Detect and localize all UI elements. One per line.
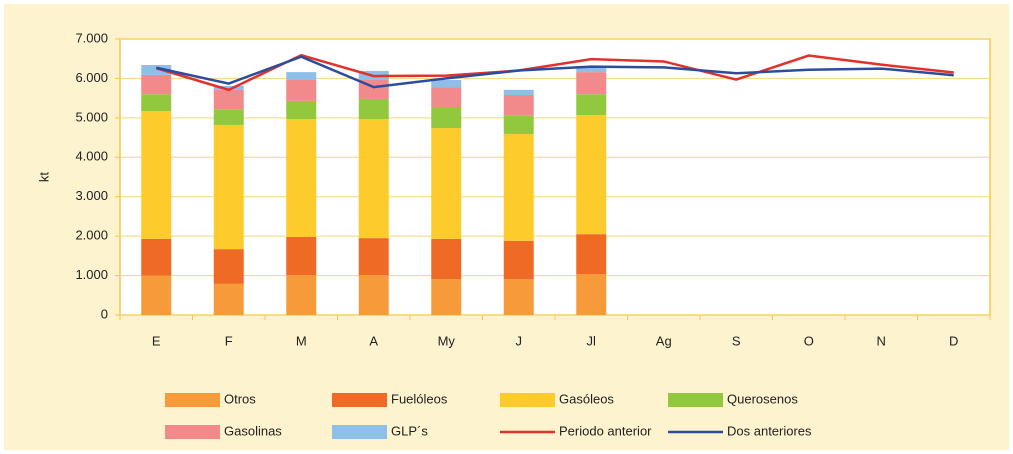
x-tick-label: A (369, 333, 378, 348)
bar-segment (576, 66, 607, 73)
bar-segment (431, 80, 462, 88)
bar-segment (141, 65, 172, 75)
bar-segment (503, 279, 534, 315)
legend-swatch (165, 425, 220, 439)
bar-segment (576, 273, 607, 315)
legend-label: Gasolinas (224, 423, 282, 438)
bar-segment (141, 74, 172, 95)
bar-segment (286, 275, 317, 315)
bar-segment (213, 85, 244, 90)
y-tick-label: 5.000 (75, 109, 108, 124)
legend-swatch (332, 425, 387, 439)
legend-label: GLP´s (391, 423, 428, 438)
legend-label: Querosenos (727, 391, 798, 406)
bar-segment (576, 94, 607, 116)
y-tick-label: 7.000 (75, 30, 108, 45)
bar-segment (286, 80, 317, 101)
y-tick-label: 1.000 (75, 267, 108, 282)
bar-segment (213, 124, 244, 250)
bar-segment (286, 72, 317, 81)
bar-segment (431, 279, 462, 315)
bar-segment (286, 119, 317, 237)
bar-segment (141, 94, 172, 112)
bar-segment (431, 238, 462, 280)
x-tick-label: Jl (587, 333, 597, 348)
bar-segment (431, 108, 462, 129)
y-tick-label: 6.000 (75, 70, 108, 85)
x-tick-label: Ag (656, 333, 672, 348)
legend-label: Otros (224, 391, 256, 406)
legend-swatch (668, 393, 723, 407)
bar-segment (576, 72, 607, 95)
bar-segment (503, 89, 534, 95)
bar-segment (358, 275, 389, 315)
bar-segment (213, 109, 244, 125)
y-tick-label: 2.000 (75, 228, 108, 243)
x-tick-label: M (296, 333, 307, 348)
bar-segment (213, 249, 244, 284)
y-axis-label: kt (36, 172, 51, 183)
bar-segment (503, 94, 534, 116)
bar-segment (213, 89, 244, 110)
bar-segment (358, 98, 389, 120)
plot-area (119, 38, 991, 316)
legend-label: Fuelóleos (391, 391, 448, 406)
x-tick-label: N (877, 333, 886, 348)
bar-segment (141, 111, 172, 239)
x-tick-label: F (225, 333, 233, 348)
bar-segment (503, 240, 534, 280)
bar-segment (503, 115, 534, 135)
legend-label: Periodo anterior (559, 423, 652, 438)
bar-segment (286, 100, 317, 120)
bar-segment (213, 283, 244, 315)
bar-segment (141, 238, 172, 276)
bar-segment (431, 128, 462, 239)
y-tick-label: 4.000 (75, 149, 108, 164)
bar-segment (576, 115, 607, 235)
bar-segment (286, 236, 317, 276)
bar-segment (358, 119, 389, 239)
y-tick-label: 3.000 (75, 188, 108, 203)
x-tick-label: My (438, 333, 456, 348)
legend-swatch (165, 393, 220, 407)
x-tick-label: O (804, 333, 814, 348)
bar-segment (576, 234, 607, 274)
bar-segment (431, 87, 462, 108)
legend-label: Dos anteriores (727, 423, 812, 438)
bar-segment (141, 275, 172, 315)
legend-label: Gasóleos (559, 391, 614, 406)
x-tick-label: D (949, 333, 958, 348)
x-tick-label: S (732, 333, 741, 348)
bar-segment (358, 238, 389, 276)
legend-swatch (500, 393, 555, 407)
legend-swatch (332, 393, 387, 407)
line-series (155, 55, 954, 89)
x-tick-label: E (152, 333, 161, 348)
bar-segment (503, 134, 534, 241)
x-tick-label: J (516, 333, 523, 348)
y-tick-label: 0 (101, 306, 108, 321)
